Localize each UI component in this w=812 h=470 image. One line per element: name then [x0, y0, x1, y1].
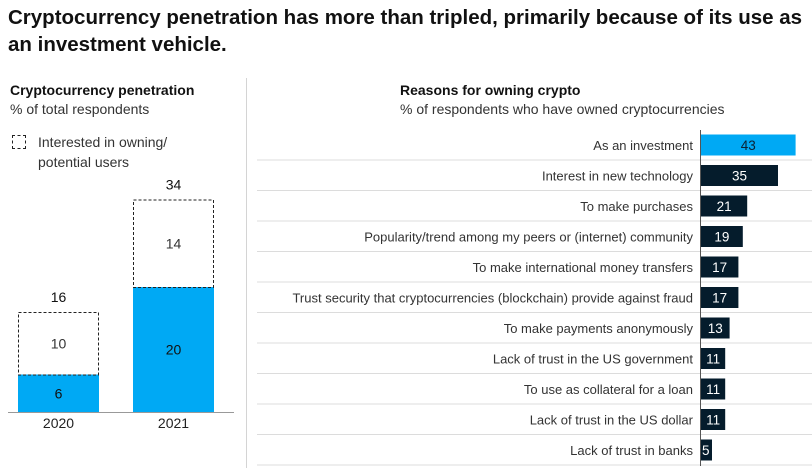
reason-value-label: 43 [741, 138, 756, 153]
penetration-chart-subtitle: % of total respondents [10, 101, 150, 117]
reasons-chart-title: Reasons for owning crypto [400, 82, 581, 98]
owners-bar-2020 [18, 374, 99, 412]
reason-label: To make international money transfers [473, 260, 694, 275]
penetration-chart-title: Cryptocurrency penetration [10, 82, 195, 98]
reason-bar [701, 256, 739, 278]
x-tick-label: 2021 [158, 415, 189, 431]
legend-label-line-2: potential users [38, 154, 130, 170]
reason-value-label: 17 [712, 260, 727, 275]
total-value-label: 34 [166, 177, 182, 193]
reason-value-label: 11 [706, 382, 720, 397]
headline: Cryptocurrency penetration has more than… [8, 6, 803, 56]
owners-bar-2021 [133, 287, 214, 412]
reason-value-label: 13 [708, 321, 723, 336]
reason-label: Trust security that cryptocurrencies (bl… [292, 291, 693, 306]
reason-bar [701, 226, 743, 247]
reasons-chart-subtitle: % of respondents who have owned cryptocu… [400, 101, 725, 117]
reason-value-label: 5 [702, 443, 710, 458]
reason-bar [701, 134, 796, 156]
potential-users-bar-2021 [133, 199, 214, 288]
reason-label: To make purchases [580, 199, 693, 214]
reason-value-label: 35 [732, 169, 747, 184]
dashed-legend-swatch [12, 135, 26, 149]
reason-label: To use as collateral for a loan [524, 382, 693, 397]
potential-users-bar-2020 [18, 312, 99, 376]
reason-label: Lack of trust in banks [570, 443, 693, 458]
penetration-legend: Interested in owning/ potential users [12, 132, 167, 172]
owners-value-label: 20 [166, 342, 182, 358]
total-value-label: 16 [51, 289, 67, 305]
reason-label: Lack of trust in the US government [493, 352, 694, 367]
reason-bar [701, 378, 726, 400]
reason-label: Popularity/trend among my peers or (inte… [364, 230, 693, 245]
reason-value-label: 11 [706, 352, 720, 367]
reason-label: As an investment [593, 138, 693, 153]
potential-users-value-label: 14 [166, 235, 182, 251]
reason-label: Lack of trust in the US dollar [530, 413, 694, 428]
reason-bar [701, 409, 726, 430]
reason-value-label: 21 [717, 199, 732, 214]
reason-label: Interest in new technology [542, 169, 694, 184]
owners-value-label: 6 [55, 385, 63, 401]
reason-bar [701, 317, 730, 339]
potential-users-value-label: 10 [51, 335, 67, 351]
reason-bar [701, 287, 739, 308]
panel-divider [246, 78, 247, 468]
reason-bar [701, 165, 778, 186]
reason-value-label: 17 [712, 291, 727, 306]
legend-label-line-1: Interested in owning/ [38, 134, 168, 150]
reason-bar [701, 348, 726, 369]
reason-bar [701, 195, 748, 217]
reason-value-label: 19 [714, 230, 729, 245]
reason-value-label: 11 [706, 413, 720, 428]
reason-label: To make payments anonymously [504, 321, 694, 336]
reason-bar [701, 439, 712, 461]
x-tick-label: 2020 [43, 415, 74, 431]
